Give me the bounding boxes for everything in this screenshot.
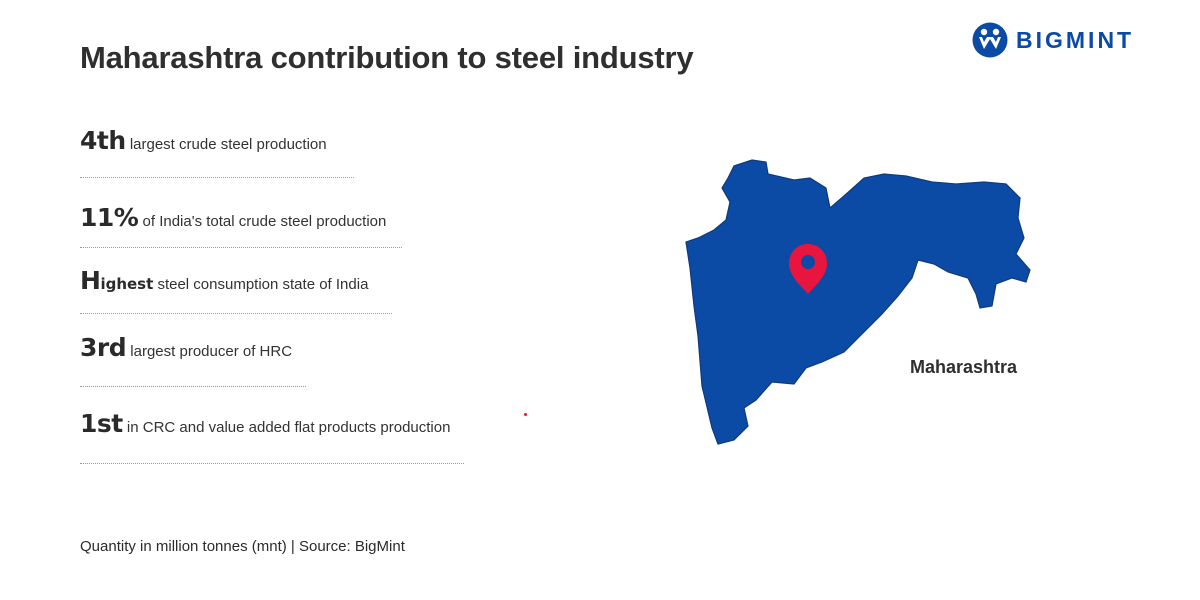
stat-highlight: 11% [80,203,139,232]
stat-highlight: 3rd [80,333,127,362]
divider [80,313,392,314]
stat-text: steel consumption state of India [153,276,369,293]
stat-crc-rank: 1st in CRC and value added flat products… [80,411,450,436]
stat-text: of India's total crude steel production [138,213,387,230]
stat-text: largest producer of HRC [126,343,293,360]
stat-highlight: 4th [80,126,126,155]
decorative-dot [524,413,527,416]
stat-hrc-rank: 3rd largest producer of HRC [80,335,292,360]
stat-text: in CRC and value added flat products pro… [122,419,451,436]
page-title: Maharashtra contribution to steel indust… [80,40,694,75]
stat-highlight: 1st [80,409,123,438]
bigmint-logo: BIGMINT [972,22,1134,58]
source-note: Quantity in million tonnes (mnt) | Sourc… [80,538,405,555]
stat-consumption: Highest steel consumption state of India [80,268,368,293]
divider [80,463,464,464]
divider [80,177,354,178]
stat-highlight-initial: H [80,266,101,295]
divider [80,386,306,387]
stat-crude-rank: 4th largest crude steel production [80,128,327,153]
divider [80,247,402,248]
stat-text: largest crude steel production [125,136,327,153]
bigmint-people-logo-icon [972,22,1008,58]
maharashtra-shape [685,159,1031,445]
location-pin-icon [789,244,827,294]
map-label: Maharashtra [910,357,1018,377]
stat-highlight-rest: ighest [100,275,154,293]
stat-crude-share: 11% of India's total crude steel product… [80,205,386,230]
logo-text: BIGMINT [1016,26,1135,53]
maharashtra-map [685,159,1031,445]
